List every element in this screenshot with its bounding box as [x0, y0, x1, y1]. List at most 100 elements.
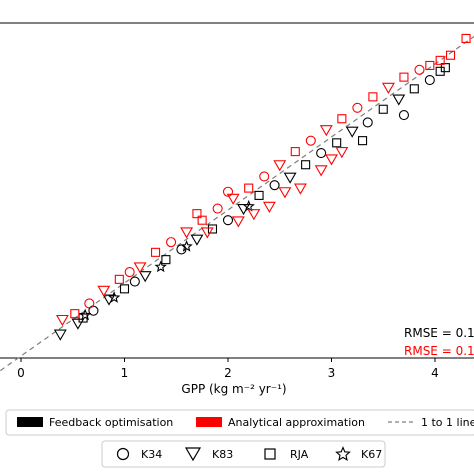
analytical-point-27 [445, 50, 456, 60]
feedback-point-28 [424, 75, 435, 86]
feedback-point-26 [392, 94, 406, 106]
legend-swatch-analytical [196, 417, 222, 427]
feedback-point-0 [53, 329, 67, 341]
analytical-point-30 [262, 201, 276, 213]
legend-label-site-k83: K83 [212, 448, 233, 461]
analytical-point-39 [192, 209, 202, 219]
feedback-point-3 [79, 308, 92, 321]
site-legend-box [101, 440, 386, 468]
rmse-feedback-label: RMSE = 0.1 [404, 326, 474, 340]
analytical-point-32 [314, 165, 328, 177]
feedback-point-18 [269, 180, 280, 191]
feedback-points-group [53, 63, 450, 341]
site-legend: K34 K83 RJA K67 [101, 440, 386, 468]
legend-label-analytical: Analytical approximation [228, 416, 365, 429]
analytical-point-3 [97, 285, 111, 297]
x-tick-label-1: 1 [121, 366, 129, 380]
legend-marker-triangle-down-icon [184, 447, 202, 462]
legend-swatch-feedback [17, 417, 43, 427]
x-tick-label-4: 4 [431, 366, 439, 380]
feedback-point-13 [190, 234, 204, 246]
analytical-point-8 [166, 237, 177, 248]
feedback-point-30 [398, 110, 410, 121]
feedback-point-17 [254, 190, 264, 200]
analytical-point-5 [124, 266, 135, 278]
analytical-point-11 [212, 203, 223, 214]
analytical-point-17 [305, 135, 316, 146]
x-tick-label-2: 2 [224, 366, 232, 380]
analytical-point-37 [325, 154, 338, 166]
feedback-point-23 [345, 126, 359, 138]
series-legend-box [5, 409, 474, 436]
rmse-analytical-label: RMSE = 0.1 [404, 344, 474, 358]
feedback-point-9 [138, 271, 152, 283]
feedback-point-1 [71, 318, 85, 330]
legend-label-one-to-one: 1 to 1 line [421, 416, 474, 429]
analytical-point-9 [180, 227, 194, 239]
analytical-point-22 [381, 82, 395, 94]
analytical-point-26 [435, 55, 445, 65]
analytical-point-23 [399, 72, 409, 82]
legend-marker-square-icon [264, 448, 276, 460]
analytical-point-0 [55, 314, 69, 327]
x-tick-label-0: 0 [17, 366, 25, 380]
legend-marker-star-icon [335, 446, 351, 462]
feedback-point-7 [119, 284, 130, 294]
feedback-point-15 [222, 215, 234, 226]
feedback-point-27 [409, 84, 419, 94]
feedback-point-34 [180, 240, 193, 252]
analytical-point-20 [352, 102, 363, 113]
feedback-point-25 [378, 104, 388, 114]
series-legend: Feedback optimisation Analytical approxi… [5, 409, 474, 436]
analytical-point-16 [290, 147, 300, 157]
analytical-point-10 [197, 215, 207, 225]
analytical-point-6 [133, 262, 147, 274]
analytical-point-19 [337, 114, 347, 124]
legend-label-site-k67: K67 [361, 448, 382, 461]
plot-area: 0 1 2 3 4 RMSE = 0.1 RMSE = 0.1 [0, 22, 474, 380]
legend-label-site-k34: K34 [141, 448, 162, 461]
analytical-point-38 [222, 186, 234, 197]
plot-background [0, 23, 474, 359]
analytical-point-34 [278, 187, 292, 199]
feedback-point-33 [242, 199, 255, 212]
feedback-point-22 [332, 138, 342, 148]
analytical-point-29 [231, 216, 245, 228]
feedback-point-24 [362, 117, 373, 128]
feedback-point-14 [207, 224, 218, 234]
analytical-point-24 [414, 64, 425, 75]
feedback-point-8 [129, 276, 140, 287]
analytical-point-18 [319, 125, 333, 137]
analytical-point-25 [425, 60, 435, 71]
legend-label-site-rja: RJA [290, 448, 309, 461]
analytical-point-13 [244, 183, 254, 193]
one-to-one-line [0, 35, 474, 372]
feedback-point-10 [154, 260, 167, 273]
feedback-point-19 [283, 172, 297, 184]
analytical-point-31 [293, 183, 307, 195]
feedback-point-11 [161, 255, 171, 265]
analytical-point-14 [259, 171, 270, 182]
feedback-point-6 [107, 291, 121, 303]
feedback-point-31 [357, 136, 368, 146]
analytical-points-group [55, 33, 471, 327]
x-tick-label-3: 3 [328, 366, 336, 380]
legend-label-feedback: Feedback optimisation [49, 416, 173, 429]
feedback-point-21 [316, 148, 327, 159]
x-axis-title: GPP (kg m⁻² yr⁻¹) [181, 382, 286, 396]
analytical-point-28 [461, 33, 471, 44]
analytical-point-21 [368, 92, 378, 102]
analytical-point-12 [226, 193, 240, 205]
x-axis-ticks: 0 1 2 3 4 [17, 358, 439, 380]
analytical-point-1 [70, 309, 80, 319]
analytical-point-4 [114, 274, 124, 284]
analytical-point-2 [84, 298, 95, 309]
analytical-point-33 [335, 147, 349, 159]
analytical-point-35 [247, 209, 261, 221]
analytical-point-36 [200, 227, 214, 239]
analytical-point-7 [151, 247, 161, 257]
feedback-point-20 [301, 160, 311, 170]
analytical-point-15 [273, 160, 287, 172]
legend-marker-circle-icon [116, 447, 130, 461]
